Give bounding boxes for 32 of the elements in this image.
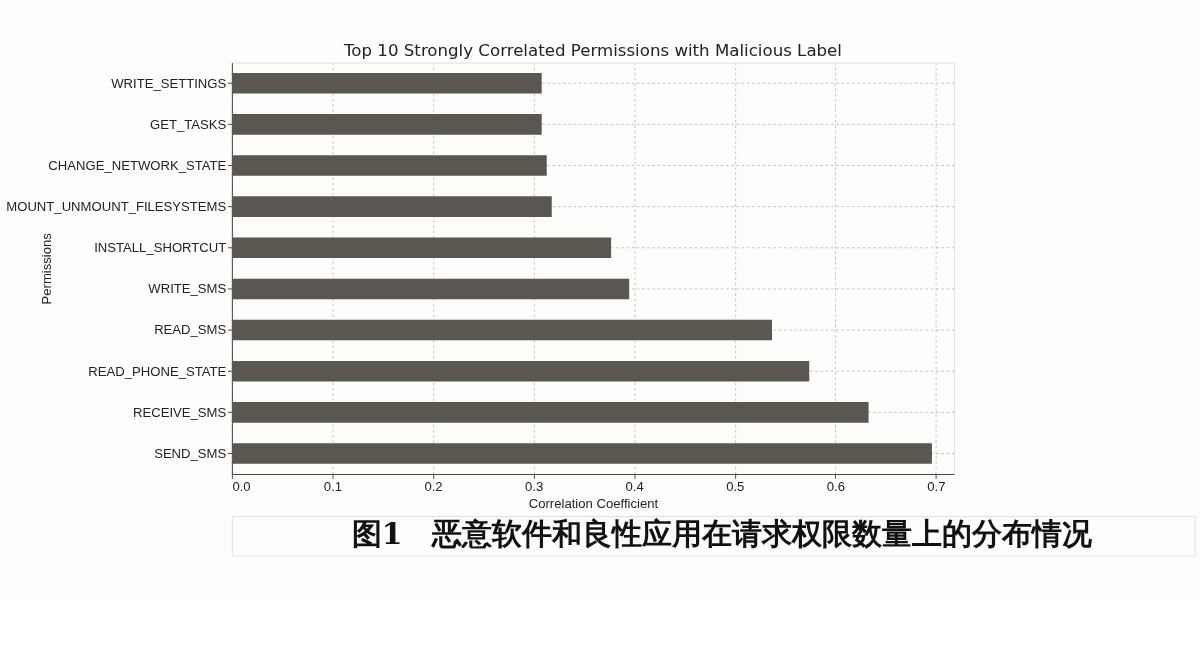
bar	[231, 114, 542, 135]
bar	[231, 237, 612, 259]
bar	[231, 72, 542, 94]
y-tick-label: READ_PHONE_STATE	[88, 363, 227, 379]
x-axis-title: Correlation Coefficient	[528, 495, 659, 511]
bar	[231, 278, 630, 300]
bar	[231, 155, 547, 176]
y-tick-label: READ_SMS	[154, 322, 227, 338]
y-axis-title: Permissions	[39, 232, 55, 305]
bar	[231, 319, 773, 341]
bar	[231, 402, 869, 423]
y-tick-label: GET_TASKS	[150, 116, 227, 132]
y-tick-label: WRITE_SMS	[148, 281, 227, 297]
bar	[231, 443, 932, 464]
x-tick-label: 0.2	[424, 479, 443, 495]
x-tick-label: 0.0	[232, 479, 251, 495]
y-tick-label: CHANGE_NETWORK_STATE	[48, 157, 227, 173]
bar	[231, 196, 552, 217]
x-tick-label: 0.5	[726, 479, 745, 495]
y-tick-label: SEND_SMS	[154, 445, 227, 461]
y-tick-label: INSTALL_SHORTCUT	[94, 240, 227, 256]
y-tick-label: RECEIVE_SMS	[132, 404, 227, 420]
y-tick-label: MOUNT_UNMOUNT_FILESYSTEMS	[6, 199, 227, 215]
chart-title: Top 10 Strongly Correlated Permissions with Malicious Label	[343, 40, 842, 60]
bar	[231, 360, 810, 382]
x-tick-label: 0.4	[625, 479, 644, 495]
y-tick-label: WRITE_SETTINGS	[111, 75, 227, 91]
caption: 图1 恶意软件和良性应用在请求权限数量上的分布情况	[351, 516, 1094, 552]
x-tick-label: 0.3	[524, 479, 544, 495]
x-tick-label: 0.6	[826, 479, 845, 495]
x-tick-label: 0.7	[927, 479, 946, 495]
x-tick-label: 0.1	[323, 479, 343, 495]
